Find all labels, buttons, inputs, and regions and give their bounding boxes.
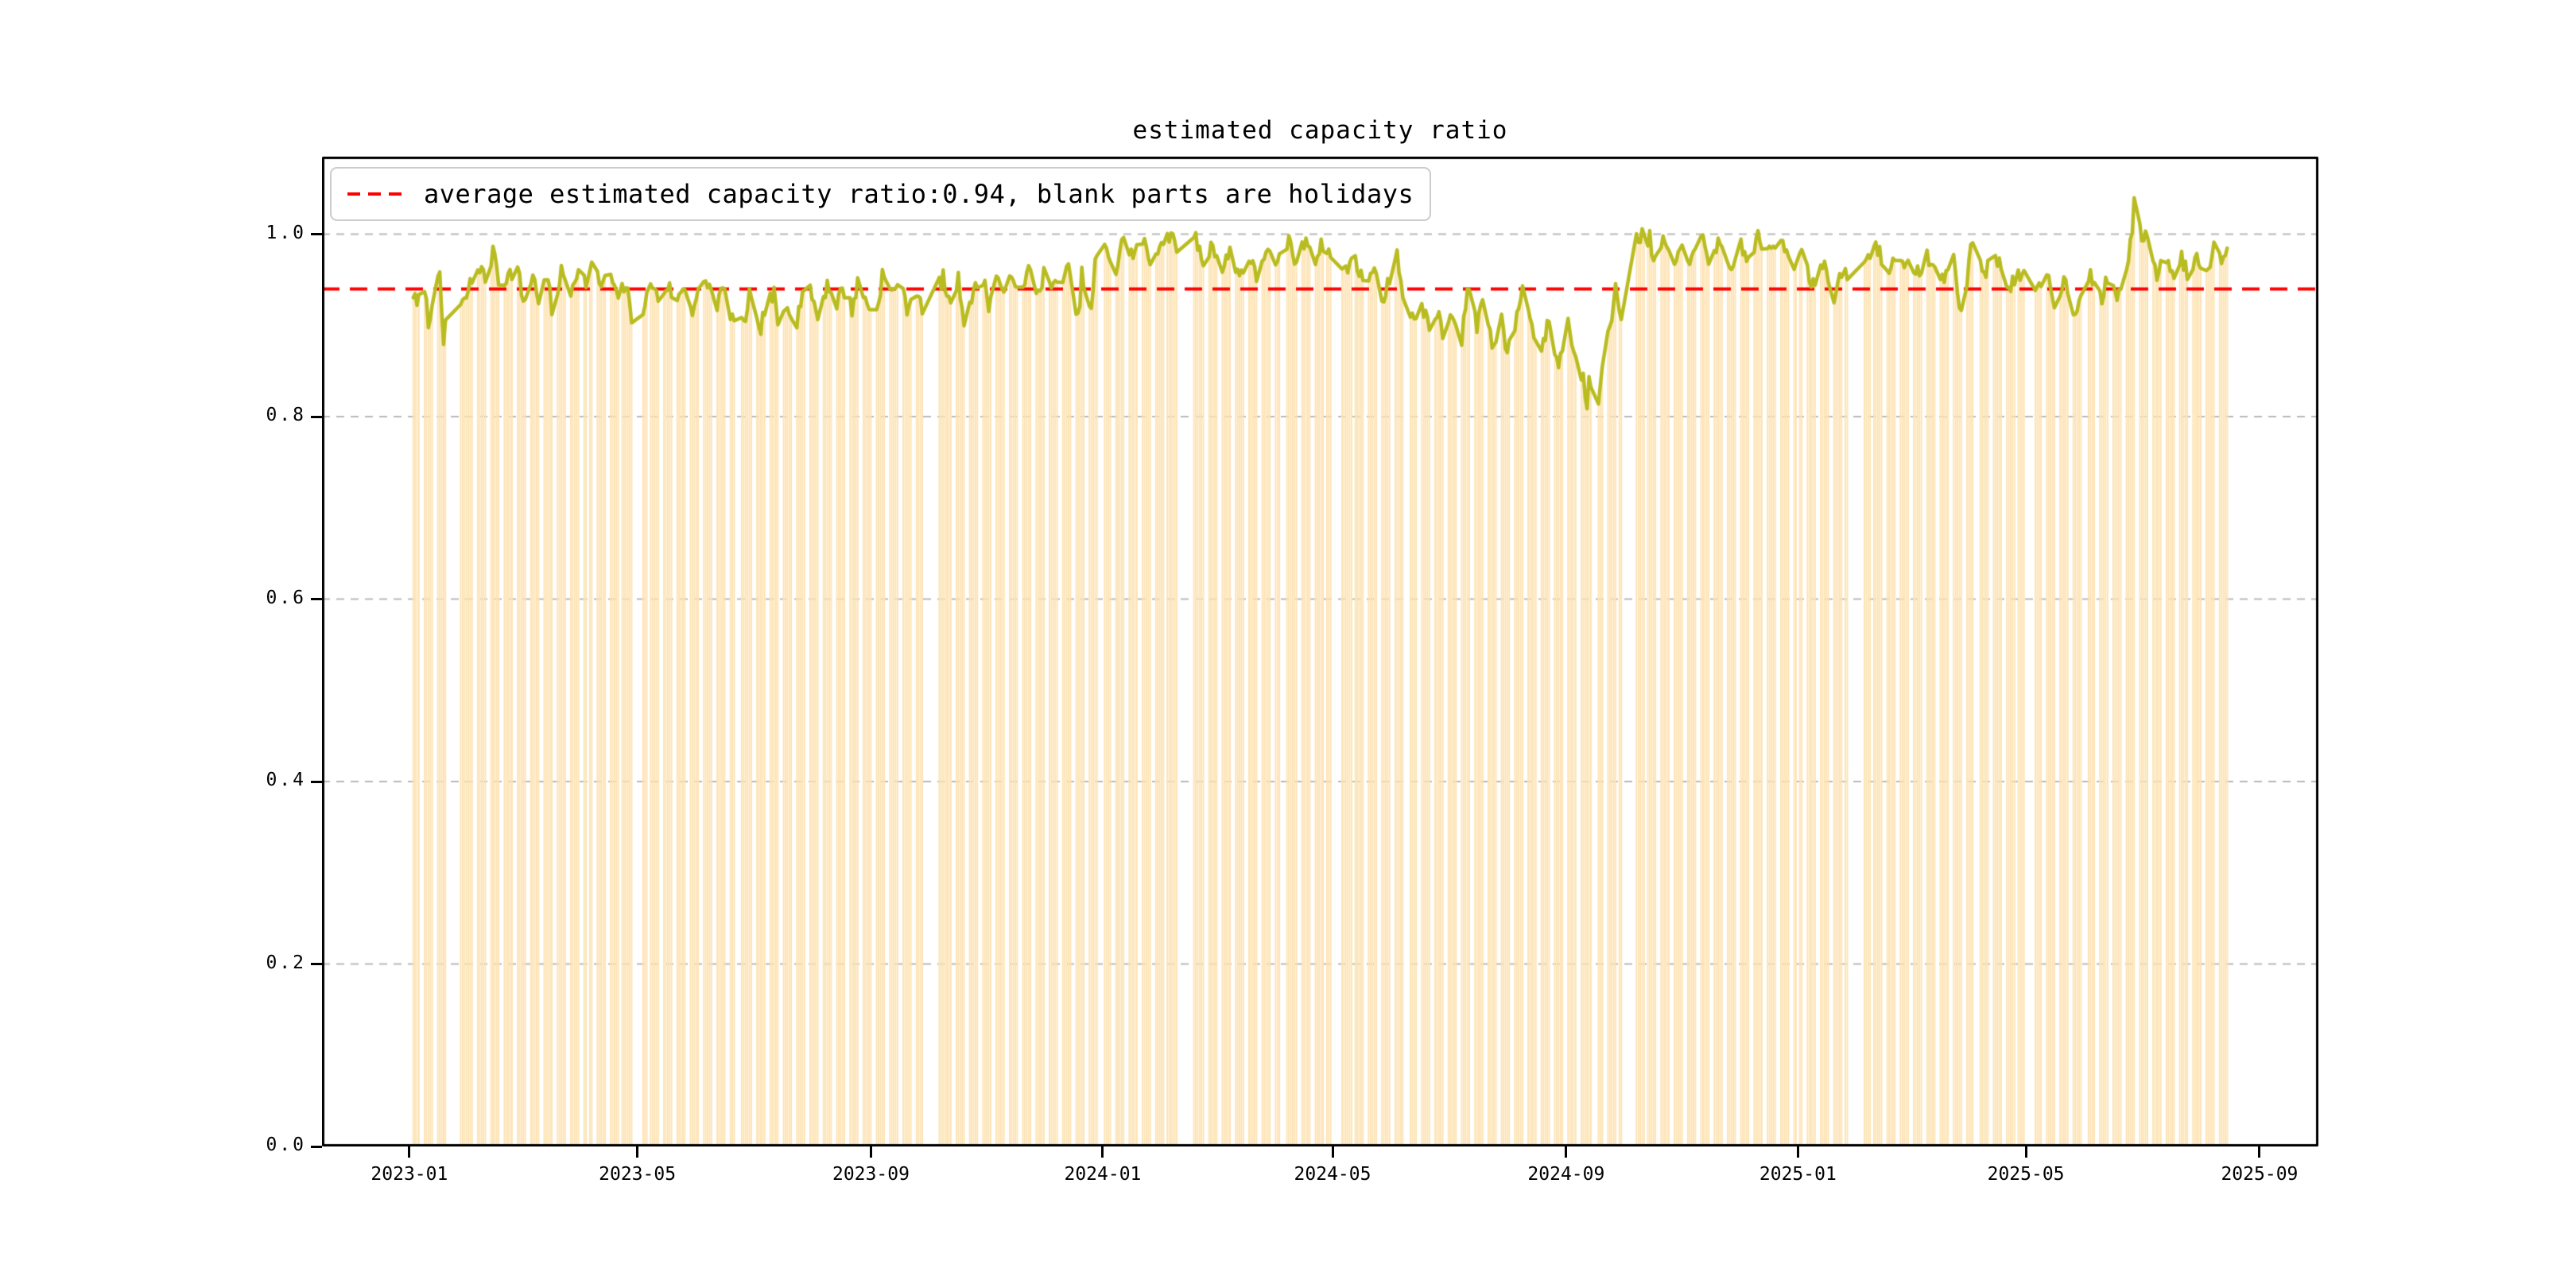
chart-title: estimated capacity ratio <box>1132 116 1508 145</box>
legend-label: average estimated capacity ratio:0.94, b… <box>424 179 1414 209</box>
x-tick-label: 2025-01 <box>1759 1164 1837 1185</box>
y-tick-mark <box>311 963 322 965</box>
legend: average estimated capacity ratio:0.94, b… <box>330 167 1432 221</box>
x-tick-label: 2025-05 <box>1987 1164 2065 1185</box>
x-tick-mark <box>1101 1146 1104 1158</box>
y-tick-mark <box>311 598 322 601</box>
y-tick-mark <box>311 1145 322 1148</box>
y-tick-mark <box>311 233 322 236</box>
x-tick-mark <box>1331 1146 1334 1158</box>
plot-area: average estimated capacity ratio:0.94, b… <box>322 157 2318 1146</box>
y-tick-label: 1.0 <box>266 222 306 243</box>
x-tick-mark <box>636 1146 639 1158</box>
x-tick-label: 2023-09 <box>832 1164 910 1185</box>
x-tick-label: 2024-05 <box>1294 1164 1371 1185</box>
x-tick-mark <box>1565 1146 1568 1158</box>
x-tick-label: 2023-01 <box>370 1164 448 1185</box>
y-tick-mark <box>311 780 322 783</box>
y-tick-label: 0.6 <box>266 587 306 608</box>
x-tick-label: 2023-05 <box>599 1164 677 1185</box>
average-line-dash-icon <box>347 192 409 196</box>
chart-canvas <box>322 157 2318 1146</box>
y-tick-label: 0.0 <box>266 1135 306 1155</box>
x-tick-mark <box>408 1146 411 1158</box>
x-tick-mark <box>869 1146 872 1158</box>
y-tick-label: 0.8 <box>266 405 306 426</box>
x-tick-label: 2024-01 <box>1064 1164 1142 1185</box>
y-tick-label: 0.4 <box>266 770 306 790</box>
x-tick-label: 2025-09 <box>2221 1164 2299 1185</box>
x-tick-mark <box>1796 1146 1799 1158</box>
x-tick-mark <box>2024 1146 2027 1158</box>
x-tick-mark <box>2258 1146 2261 1158</box>
y-tick-label: 0.2 <box>266 952 306 973</box>
y-tick-mark <box>311 415 322 418</box>
x-tick-label: 2024-09 <box>1527 1164 1605 1185</box>
